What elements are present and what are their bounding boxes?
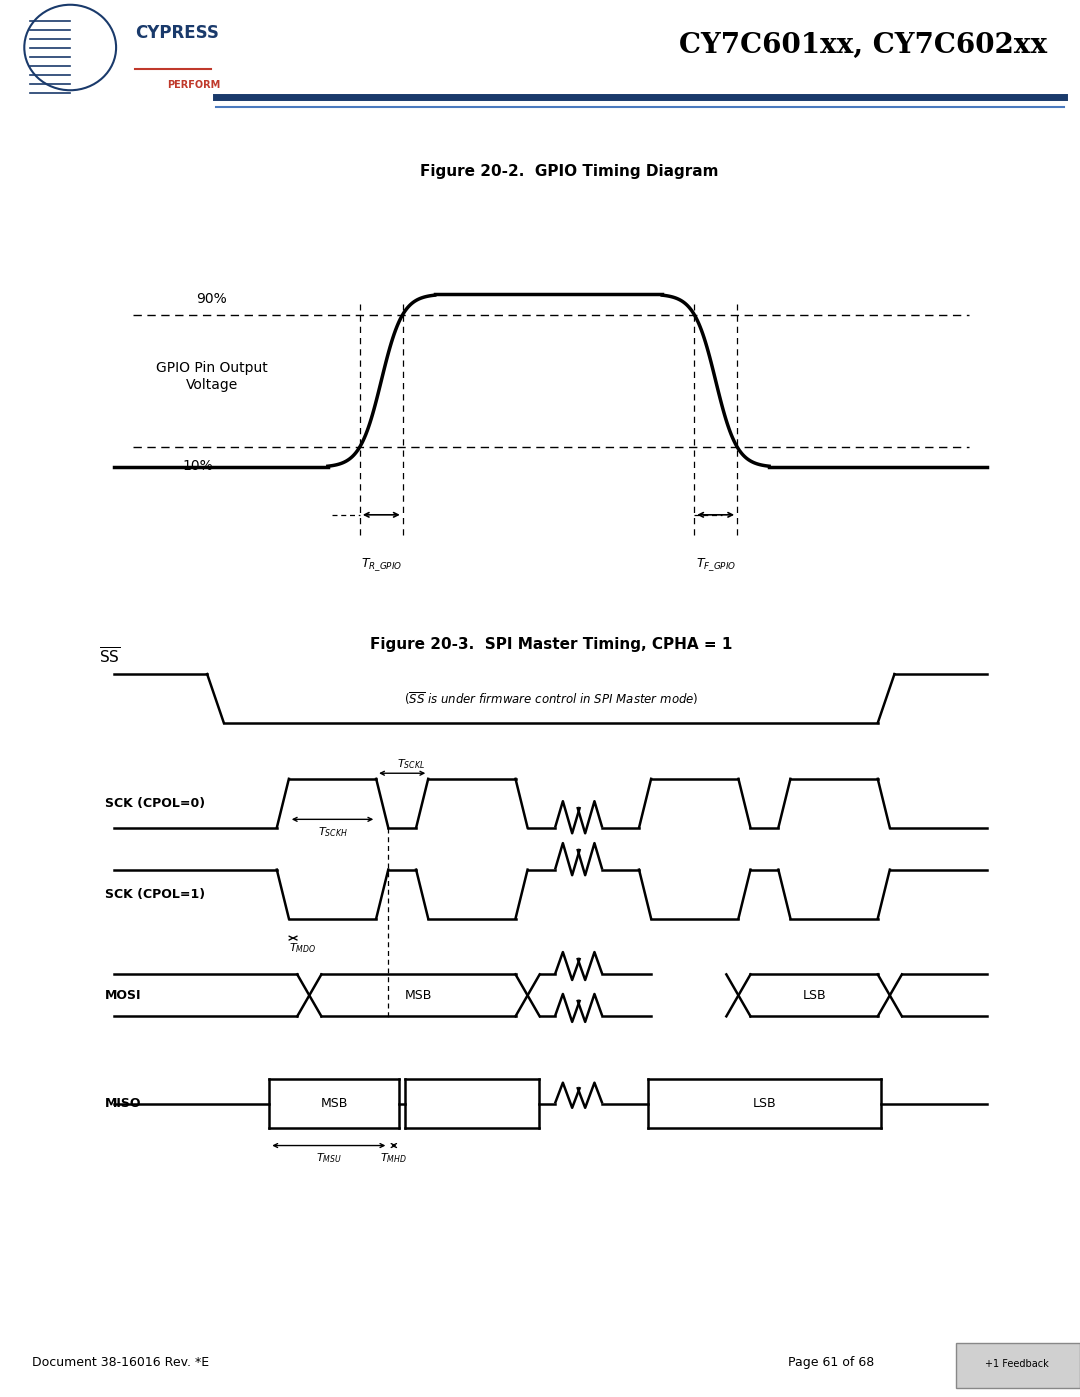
Text: PERFORM: PERFORM xyxy=(167,81,220,91)
Text: $T_{R\_GPIO}$: $T_{R\_GPIO}$ xyxy=(361,556,402,573)
Text: LSB: LSB xyxy=(802,989,826,1002)
Text: $\overline{\mathsf{SS}}$: $\overline{\mathsf{SS}}$ xyxy=(99,647,120,668)
Text: $(\overline{SS}$ is under firmware control in SPI Master mode$)$: $(\overline{SS}$ is under firmware contr… xyxy=(404,690,698,707)
Text: Figure 20-2.  GPIO Timing Diagram: Figure 20-2. GPIO Timing Diagram xyxy=(420,163,718,179)
Polygon shape xyxy=(73,34,103,57)
Text: SCK (CPOL=0): SCK (CPOL=0) xyxy=(105,796,205,810)
Text: $T_{SCKH}$: $T_{SCKH}$ xyxy=(318,824,348,838)
Text: $T_{MDO}$: $T_{MDO}$ xyxy=(288,942,316,956)
Text: $T_{MSU}$: $T_{MSU}$ xyxy=(315,1151,341,1165)
FancyBboxPatch shape xyxy=(956,1343,1080,1389)
Text: CYPRESS: CYPRESS xyxy=(135,24,219,42)
Text: +1 Feedback: +1 Feedback xyxy=(985,1359,1050,1369)
Text: SCK (CPOL=1): SCK (CPOL=1) xyxy=(105,887,205,901)
Text: $T_{SCKL}$: $T_{SCKL}$ xyxy=(397,757,426,771)
Text: LSB: LSB xyxy=(753,1097,777,1111)
Text: MOSI: MOSI xyxy=(105,989,141,1002)
Text: MSB: MSB xyxy=(405,989,432,1002)
Text: Page 61 of 68: Page 61 of 68 xyxy=(788,1356,875,1369)
Text: Figure 20-3.  SPI Master Timing, CPHA = 1: Figure 20-3. SPI Master Timing, CPHA = 1 xyxy=(369,637,732,652)
Text: MISO: MISO xyxy=(105,1097,141,1111)
Text: GPIO Pin Output
Voltage: GPIO Pin Output Voltage xyxy=(156,362,268,391)
Text: $T_{F\_GPIO}$: $T_{F\_GPIO}$ xyxy=(696,556,735,573)
Text: 90%: 90% xyxy=(197,292,227,306)
Text: MSB: MSB xyxy=(321,1097,348,1111)
Text: Document 38-16016 Rev. *E: Document 38-16016 Rev. *E xyxy=(32,1356,210,1369)
Text: $T_{MHD}$: $T_{MHD}$ xyxy=(380,1151,407,1165)
Text: CY7C601xx, CY7C602xx: CY7C601xx, CY7C602xx xyxy=(679,32,1048,59)
Text: 10%: 10% xyxy=(183,460,213,474)
